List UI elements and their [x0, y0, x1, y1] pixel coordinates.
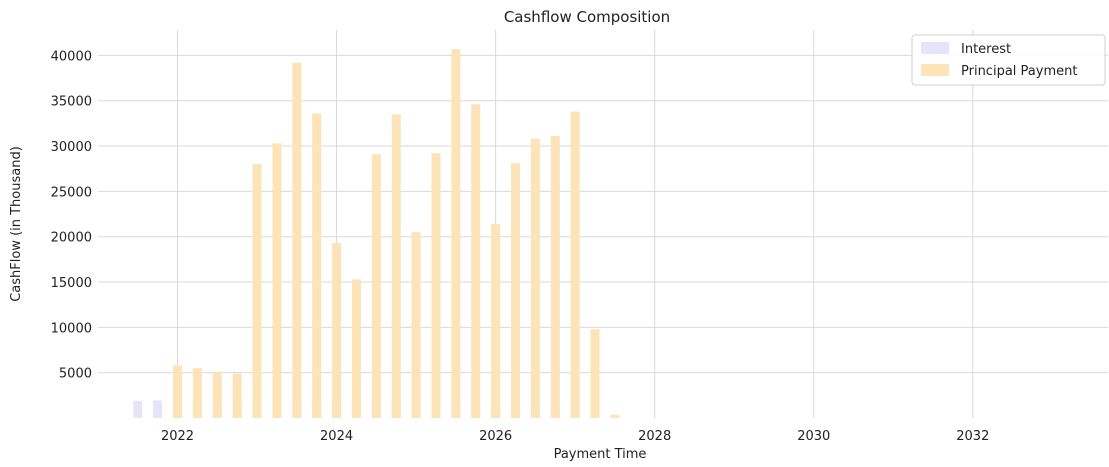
- y-tick-label: 40000: [51, 49, 92, 64]
- y-tick-label: 5000: [59, 367, 92, 382]
- x-tick-label: 2032: [956, 429, 989, 444]
- y-tick-label: 10000: [51, 321, 92, 336]
- y-tick-label: 35000: [51, 95, 92, 110]
- principal-payment-bar: [471, 104, 481, 418]
- principal-payment-bar: [192, 368, 202, 418]
- principal-payment-bar: [232, 373, 242, 418]
- legend: Interest Principal Payment: [911, 34, 1106, 86]
- principal-payment-bar: [530, 138, 540, 419]
- principal-payment-bar: [411, 232, 421, 418]
- principal-payment-bar: [312, 113, 322, 419]
- principal-payment-bar: [351, 279, 361, 418]
- principal-payment-bar: [272, 143, 282, 419]
- interest-bar: [133, 400, 143, 418]
- y-tick-label: 25000: [51, 185, 92, 200]
- principal-payment-bar: [570, 111, 580, 419]
- y-tick-label: 30000: [51, 140, 92, 155]
- y-tick-labels: 5000 10000 15000 20000 25000 30000 35000 40000: [51, 49, 92, 381]
- principal-payment-bar: [173, 365, 183, 418]
- x-tick-label: 2022: [161, 429, 194, 444]
- x-tick-label: 2026: [479, 429, 512, 444]
- principal-payment-bar: [610, 414, 620, 418]
- x-tick-label: 2030: [797, 429, 830, 444]
- x-tick-labels: 2022 2024 2026 2028 2030 2032: [161, 429, 989, 444]
- principal-payment-bar: [491, 224, 501, 418]
- interest-bar: [153, 400, 163, 418]
- legend-swatch-principal-payment: [921, 64, 949, 76]
- y-tick-label: 15000: [51, 276, 92, 291]
- x-tick-label: 2024: [320, 429, 353, 444]
- principal-payment-bar: [371, 154, 381, 418]
- grid-layer: [98, 30, 1108, 418]
- legend-box: [911, 34, 1106, 86]
- principal-payment-bar: [212, 371, 222, 418]
- legend-label-principal-payment: Principal Payment: [961, 64, 1077, 79]
- x-tick-label: 2028: [638, 429, 671, 444]
- principal-payment-bar: [252, 164, 262, 418]
- principal-payment-bar: [511, 163, 521, 418]
- y-axis-label: CashFlow (in Thousand): [9, 146, 24, 302]
- x-axis-label: Payment Time: [554, 447, 647, 462]
- principal-payment-bar: [590, 329, 600, 418]
- principal-payment-bar: [292, 62, 302, 419]
- principal-payment-bar: [550, 136, 560, 418]
- y-tick-label: 20000: [51, 231, 92, 246]
- principal-payment-bar: [391, 114, 401, 418]
- principal-payment-bar: [332, 243, 342, 418]
- principal-payment-bar: [431, 153, 441, 418]
- principal-payment-bar: [451, 49, 461, 418]
- chart-title: Cashflow Composition: [504, 8, 670, 26]
- legend-label-interest: Interest: [961, 42, 1011, 57]
- bars-layer: [133, 49, 620, 419]
- legend-swatch-interest: [921, 42, 949, 54]
